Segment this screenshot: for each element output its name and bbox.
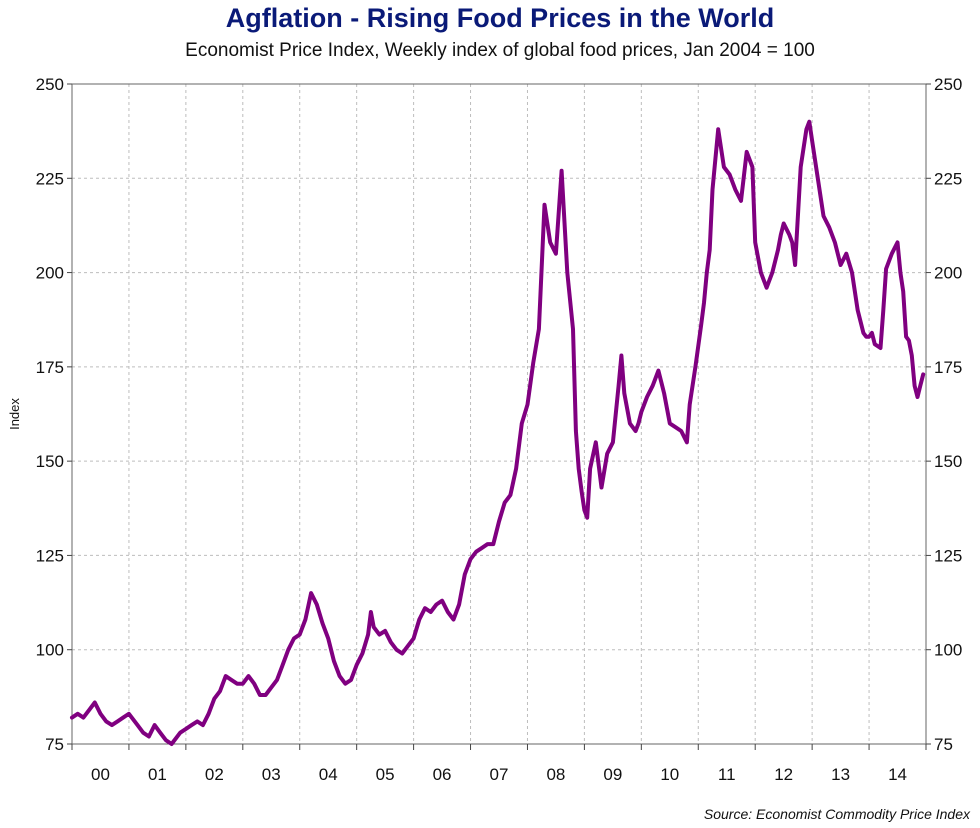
x-tick-label: 11 xyxy=(718,765,736,784)
series-line-food-price-index xyxy=(70,119,926,746)
x-tick-label: 14 xyxy=(888,765,907,784)
y-tick-label-right: 250 xyxy=(934,75,962,94)
y-tick-label-left: 175 xyxy=(36,358,64,377)
x-tick-label: 04 xyxy=(319,765,338,784)
axis-ticks xyxy=(67,83,931,750)
y-tick-label-left: 100 xyxy=(36,641,64,660)
y-tick-label-left: 125 xyxy=(36,546,64,565)
chart-source: Source: Economist Commodity Price Index xyxy=(703,806,970,822)
x-tick-label: 03 xyxy=(262,765,281,784)
chart-subtitle: Economist Price Index, Weekly index of g… xyxy=(185,40,815,61)
y-tick-label-right: 150 xyxy=(934,452,962,471)
x-tick-label: 09 xyxy=(603,765,622,784)
y-tick-label-left: 75 xyxy=(45,735,64,754)
x-tick-label: 07 xyxy=(490,765,509,784)
x-tick-label: 01 xyxy=(148,765,167,784)
x-tick-label: 02 xyxy=(205,765,224,784)
y-tick-label-right: 225 xyxy=(934,169,962,188)
x-tick-label: 08 xyxy=(546,765,565,784)
gridlines xyxy=(72,84,926,744)
y-tick-label-right: 200 xyxy=(934,264,962,283)
y-tick-label-right: 75 xyxy=(934,735,953,754)
x-tick-label: 12 xyxy=(774,765,793,784)
y-tick-label-left: 250 xyxy=(36,75,64,94)
y-tick-label-left: 200 xyxy=(36,264,64,283)
x-tick-label: 13 xyxy=(831,765,850,784)
plot-area-frame xyxy=(71,83,927,745)
x-tick-label: 06 xyxy=(433,765,452,784)
x-tick-label: 05 xyxy=(376,765,395,784)
x-tick-label: 00 xyxy=(91,765,110,784)
y-tick-label-right: 175 xyxy=(934,358,962,377)
y-tick-label-right: 125 xyxy=(934,546,962,565)
y-tick-label-left: 225 xyxy=(36,169,64,188)
x-tick-label: 10 xyxy=(660,765,679,784)
y-tick-label-left: 150 xyxy=(36,452,64,471)
chart-title: Agflation - Rising Food Prices in the Wo… xyxy=(225,3,775,33)
y-axis-label: Index xyxy=(7,398,22,430)
series-layer xyxy=(70,119,926,746)
y-tick-label-right: 100 xyxy=(934,641,962,660)
